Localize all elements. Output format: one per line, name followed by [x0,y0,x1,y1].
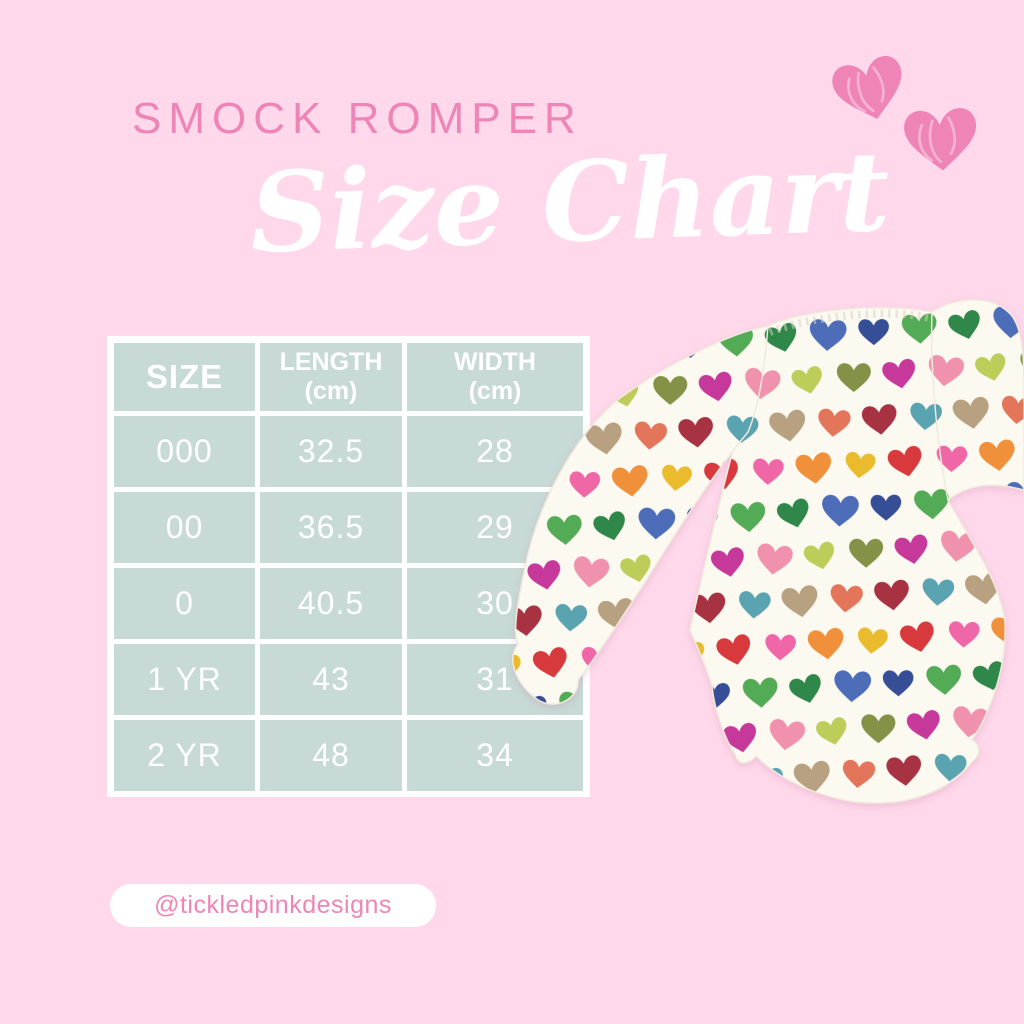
page-title: SMOCK ROMPER [132,94,583,143]
table-row: 000 32.5 28 [114,416,583,487]
width-cell: 28 [407,416,583,487]
size-table: SIZE LENGTH (cm) WIDTH (cm) 000 32.5 28 [107,336,590,797]
decor-hearts [832,55,976,171]
heart-icon [832,55,902,119]
column-unit: (cm) [468,377,522,405]
width-cell: 34 [407,720,583,791]
page-subtitle: Size Chart [247,126,892,278]
romper-neckline [768,309,931,336]
romper-left-sleeve [512,325,769,705]
size-cell: 00 [114,492,255,563]
size-cell: 2 YR [114,720,255,791]
romper-photo [512,299,1024,804]
size-cell: 000 [114,416,255,487]
column-unit: (cm) [304,377,358,405]
heart-icon [904,108,976,171]
size-cell: 0 [114,568,255,639]
handle-badge: @tickledpinkdesigns [110,884,436,927]
table-header-row: SIZE LENGTH (cm) WIDTH (cm) [114,343,583,411]
table-row: 0 40.5 30 [114,568,583,639]
handle-text: @tickledpinkdesigns [154,891,392,919]
length-cell: 48 [260,720,402,791]
column-label: SIZE [145,358,224,396]
column-header-length: LENGTH (cm) [260,343,402,411]
size-cell: 1 YR [114,644,255,715]
length-cell: 36.5 [260,492,402,563]
column-label: LENGTH [279,348,383,377]
column-label: WIDTH [454,348,536,377]
length-cell: 32.5 [260,416,402,487]
column-header-size: SIZE [114,343,255,411]
length-cell: 43 [260,644,402,715]
column-header-width: WIDTH (cm) [407,343,583,411]
table-row: 2 YR 48 34 [114,720,583,791]
romper-right-sleeve [930,299,1024,502]
length-cell: 40.5 [260,568,402,639]
